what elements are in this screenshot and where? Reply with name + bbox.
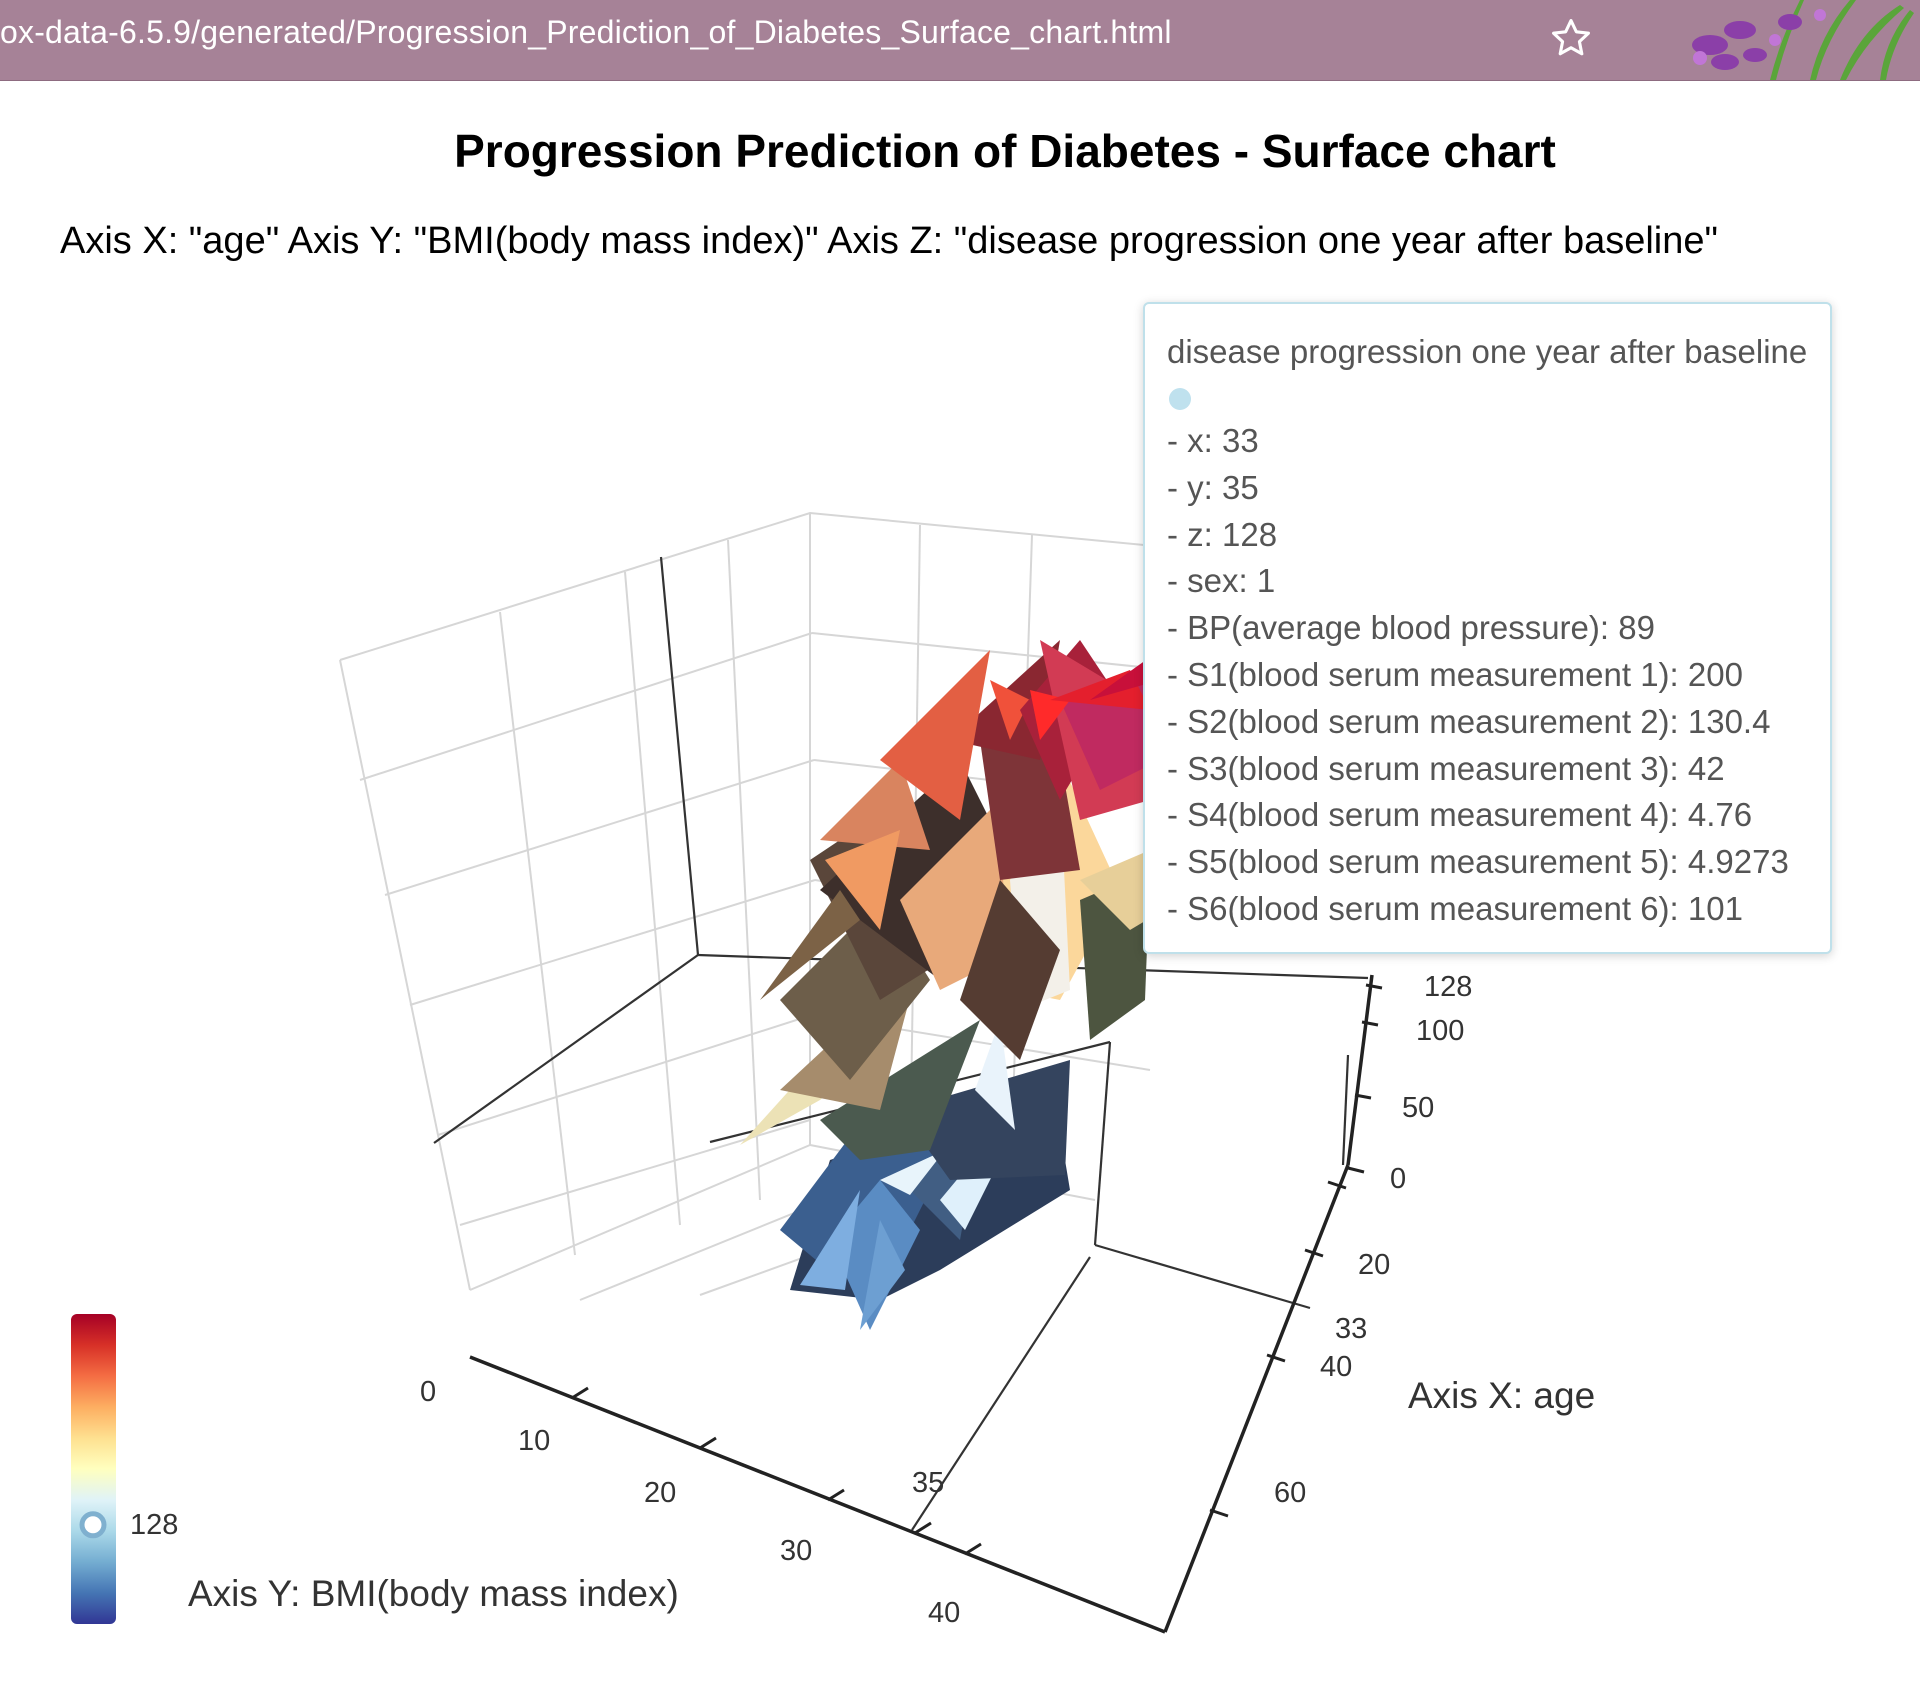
tooltip-line: - sex: 1 [1167, 562, 1276, 600]
y-tick: 35 [912, 1467, 944, 1499]
y-tick: 40 [928, 1597, 960, 1629]
x-tick: 60 [1274, 1477, 1306, 1509]
y-axis-ticks: 0 10 20 30 35 40 [420, 1376, 960, 1629]
tooltip-line: - z: 128 [1167, 515, 1278, 553]
y-tick: 10 [518, 1425, 550, 1457]
axis-description: Axis X: "age" Axis Y: "BMI(body mass ind… [60, 220, 1719, 262]
chart-title: Progression Prediction of Diabetes - Sur… [454, 125, 1556, 177]
browser-toolbar: ox-data-6.5.9/generated/Progression_Pred… [0, 0, 1920, 81]
z-tick: 0 [1390, 1163, 1406, 1195]
tooltip-line: - S6(blood serum measurement 6): 101 [1167, 889, 1743, 927]
y-axis-title: Axis Y: BMI(body mass index) [188, 1573, 679, 1614]
x-tick: 33 [1335, 1313, 1367, 1345]
tooltip-line: - y: 35 [1167, 468, 1259, 506]
tooltip-line: - S1(blood serum measurement 1): 200 [1167, 655, 1743, 693]
z-tick: 128 [1424, 971, 1472, 1003]
data-tooltip: disease progression one year after basel… [1143, 302, 1832, 954]
y-tick: 20 [644, 1477, 676, 1509]
tooltip-line: - S2(blood serum measurement 2): 130.4 [1167, 702, 1771, 740]
x-tick: 20 [1358, 1249, 1390, 1281]
z-tick: 100 [1416, 1015, 1464, 1047]
theme-flower-image [1692, 0, 1914, 80]
tooltip-title: disease progression one year after basel… [1167, 333, 1808, 370]
chart-tick-marks [571, 983, 1383, 1556]
tooltip-line: - S4(blood serum measurement 4): 4.76 [1167, 796, 1753, 834]
x-tick: 40 [1320, 1351, 1352, 1383]
visual-map[interactable]: 128 [71, 1314, 178, 1624]
y-tick: 0 [420, 1376, 436, 1408]
surface-mesh [740, 640, 1180, 1330]
tooltip-line: - BP(average blood pressure): 89 [1167, 609, 1655, 647]
chart-axes [469, 974, 1374, 1634]
tooltip-line: - x: 33 [1167, 422, 1259, 459]
y-tick: 30 [780, 1535, 812, 1567]
tooltip-line: - S3(blood serum measurement 3): 42 [1167, 749, 1725, 787]
address-bar[interactable]: ox-data-6.5.9/generated/Progression_Pred… [0, 14, 1172, 50]
series-color-dot [1169, 388, 1191, 410]
bookmark-star-icon[interactable] [1549, 16, 1593, 60]
x-axis-title: Axis X: age [1408, 1375, 1595, 1416]
colorbar-value-label: 128 [130, 1509, 178, 1541]
tooltip-line: - S5(blood serum measurement 5): 4.9273 [1167, 843, 1789, 881]
x-axis-ticks: 20 33 40 60 [1274, 1249, 1390, 1509]
z-tick: 50 [1402, 1092, 1434, 1124]
colorbar-gradient [71, 1314, 116, 1624]
z-axis-ticks: 0 50 100 128 [1390, 971, 1472, 1195]
colorbar-handle[interactable] [79, 1511, 107, 1539]
